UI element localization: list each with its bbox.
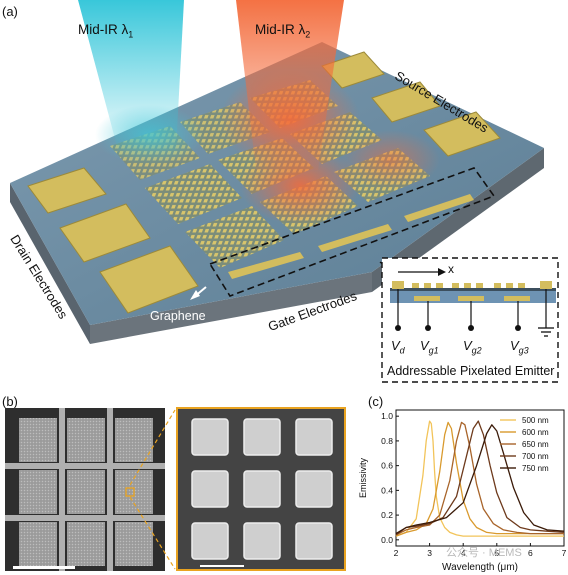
legend-label: 600 nm — [522, 428, 549, 437]
beam-lambda2 — [236, 0, 344, 170]
gate-electrode-3 — [404, 194, 474, 222]
y-tick-label: 0.4 — [381, 485, 393, 495]
legend-label: 500 nm — [522, 416, 549, 425]
emissivity-chart: 2 3 4 5 6 7 0.0 0.2 0.4 0.6 0.8 1.0 Emissivity Wave… — [358, 409, 567, 572]
series-line-500-nm — [395, 420, 564, 537]
vg1-label: Vg1 — [420, 338, 439, 356]
slab-side-front — [90, 272, 372, 344]
series-line-650-nm — [395, 421, 564, 536]
beam-lambda1 — [78, 0, 184, 150]
x-tick-label: 5 — [494, 548, 499, 558]
y-tick-label: 0.8 — [381, 436, 393, 446]
legend-label: 750 nm — [522, 464, 549, 473]
sem-zoom-squares — [191, 418, 333, 560]
vd-label: Vd — [391, 338, 405, 356]
series-line-700-nm — [395, 420, 565, 536]
sem-overview — [5, 408, 165, 571]
x-tick-label: 3 — [427, 548, 432, 558]
y-tick-label: 0.6 — [381, 461, 393, 471]
source-electrode-1 — [321, 51, 385, 89]
series-line-750-nm — [395, 424, 565, 535]
beam2-label: Mid-IR λ2 — [255, 22, 311, 40]
source-electrode-3 — [423, 111, 501, 157]
zoom-connector — [130, 409, 176, 570]
drain-electrode-3 — [99, 245, 199, 314]
vg3-label: Vg3 — [510, 338, 529, 356]
y-tick-label: 0.0 — [381, 535, 393, 545]
x-axis-label: Wavelength (μm) — [442, 562, 518, 572]
graphene-label: Graphene — [150, 309, 206, 323]
slab-side-left — [10, 183, 90, 344]
panel-a: (a) — [2, 0, 559, 383]
x-tick-label: 4 — [461, 548, 466, 558]
beam1-label: Mid-IR λ1 — [78, 22, 134, 40]
sem-zoom — [176, 407, 346, 571]
panel-a-label: (a) — [2, 4, 18, 19]
drain-electrode-1 — [27, 167, 107, 214]
inset-axis-label: x — [448, 262, 454, 276]
x-tick-label: 6 — [528, 548, 533, 558]
inset-emitter-box — [381, 257, 559, 383]
device-illustration — [10, 0, 559, 383]
panel-b-label: (b) — [2, 394, 18, 409]
y-tick-label: 1.0 — [381, 411, 393, 421]
gate-electrode-1 — [228, 252, 304, 279]
y-axis-label: Emissivity — [358, 458, 368, 498]
x-tick-label: 2 — [394, 548, 399, 558]
vg2-label: Vg2 — [463, 338, 482, 356]
gate-dashed-box — [208, 167, 496, 297]
gate-electrode-2 — [318, 224, 392, 252]
source-electrode-2 — [371, 81, 441, 123]
y-tick-label: 0.2 — [381, 510, 393, 520]
inset-caption: Addressable Pixelated Emitter — [387, 364, 555, 378]
panel-c-label: (c) — [368, 394, 384, 409]
watermark-text: 公众号 · MEMS — [446, 546, 522, 559]
drain-electrode-2 — [59, 203, 151, 263]
legend-label: 700 nm — [522, 452, 549, 461]
legend-label: 650 nm — [522, 440, 549, 449]
x-tick-label: 7 — [562, 548, 567, 558]
slab-side-right — [372, 148, 544, 292]
sem-pixel-grid — [19, 418, 153, 566]
